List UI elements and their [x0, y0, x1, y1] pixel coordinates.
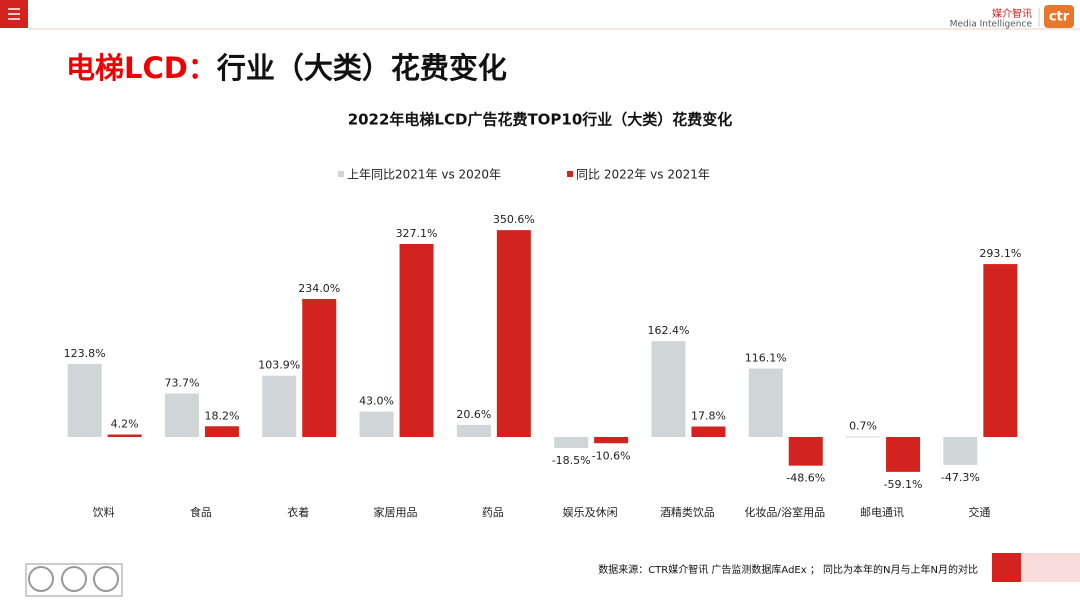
value-label: -18.5%: [552, 454, 591, 467]
slide-title-accent: 电梯LCD：: [66, 51, 217, 85]
value-label: 350.6%: [493, 213, 535, 226]
value-label: 4.2%: [111, 418, 139, 431]
bar: [983, 264, 1018, 437]
footer-block: [992, 553, 1021, 582]
x-tick-label: 家居用品: [374, 505, 418, 519]
x-tick-label: 食品: [190, 505, 212, 519]
value-label: 20.6%: [456, 408, 491, 421]
logo-cn: 媒介智讯: [992, 7, 1032, 20]
bar: [302, 298, 337, 437]
x-tick-label: 药品: [482, 506, 504, 519]
value-label: 17.8%: [691, 409, 726, 422]
value-label: 162.4%: [647, 324, 689, 337]
value-label: 43.0%: [359, 395, 394, 408]
bar: [399, 244, 434, 437]
bar: [846, 436, 881, 438]
footnote: 数据来源：CTR媒介智讯 广告监测数据库AdEx ； 同比为本年的N月与上年N月…: [598, 563, 978, 576]
bar: [164, 393, 199, 437]
x-tick-label: 衣着: [287, 505, 309, 519]
bar: [554, 437, 589, 448]
legend-swatch: [338, 171, 344, 177]
menu-icon: [8, 8, 20, 20]
logo-mark: ctr: [1049, 10, 1070, 25]
bar: [204, 426, 239, 437]
legend-swatch: [567, 171, 573, 177]
footer-band: [1021, 553, 1080, 582]
logo-box: [1044, 5, 1074, 28]
value-label: 293.1%: [979, 247, 1021, 260]
x-tick-label: 饮料: [93, 505, 115, 519]
x-tick-label: 邮电通讯: [860, 506, 904, 519]
bar: [262, 375, 297, 437]
bar: [496, 230, 531, 437]
bar: [67, 363, 102, 437]
bar: [943, 437, 978, 465]
bar: [886, 437, 921, 472]
bar: [107, 434, 142, 437]
value-label: -47.3%: [941, 471, 980, 484]
value-label: 18.2%: [204, 409, 239, 422]
value-label: 123.8%: [64, 347, 106, 360]
value-label: -10.6%: [592, 449, 631, 462]
value-label: 103.9%: [258, 359, 300, 372]
bar: [748, 368, 783, 437]
certification-logos: [25, 563, 123, 597]
x-tick-label: 化妆品/浴室用品: [744, 505, 825, 519]
chart-title: 2022年电梯LCD广告花费TOP10行业（大类）花费变化: [348, 111, 733, 129]
value-label: 116.1%: [745, 352, 787, 365]
value-label: 234.0%: [298, 282, 340, 295]
slide-title-rest: 行业（大类）花费变化: [216, 51, 507, 85]
x-tick-label: 交通: [968, 505, 990, 519]
value-label: 0.7%: [849, 420, 877, 433]
legend-label: 同比 2022年 vs 2021年: [576, 168, 710, 182]
value-label: 327.1%: [396, 227, 438, 240]
bar: [691, 426, 726, 437]
value-label: -48.6%: [786, 472, 825, 485]
bar: [788, 437, 823, 466]
value-label: -59.1%: [884, 478, 923, 491]
logo-en: Media Intelligence: [950, 20, 1033, 30]
bar: [594, 437, 629, 444]
x-tick-label: 酒精类饮品: [660, 505, 715, 519]
bar: [456, 424, 491, 437]
x-tick-label: 娱乐及休闲: [563, 505, 618, 519]
value-label: 73.7%: [164, 377, 199, 390]
legend-label: 上年同比2021年 vs 2020年: [347, 168, 501, 182]
bar: [651, 341, 686, 437]
slide-title: 电梯LCD：行业（大类）花费变化: [66, 51, 507, 85]
bar: [359, 411, 394, 437]
